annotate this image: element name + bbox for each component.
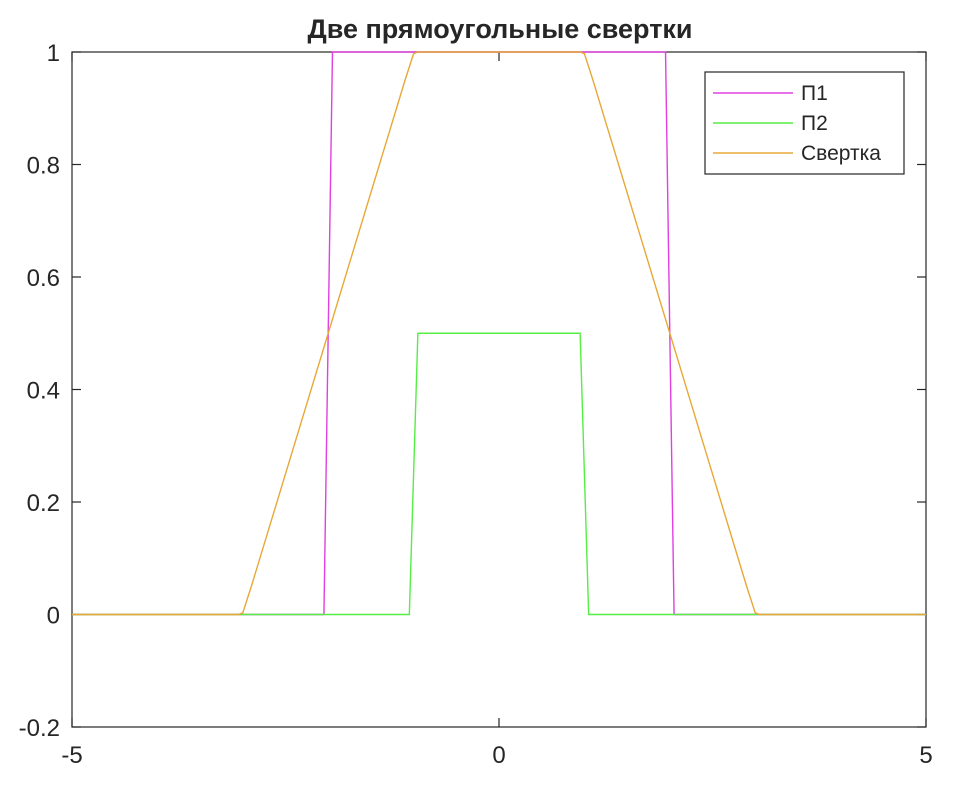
- series-line-2: [72, 332, 926, 616]
- legend-label: П2: [801, 112, 828, 135]
- series-layer: [72, 51, 926, 616]
- y-tick-label: -0.2: [19, 715, 60, 742]
- legend-label: Свертка: [801, 142, 881, 165]
- legend: П1 П2 Свертка: [704, 71, 905, 175]
- chart-title: Две прямоугольные свертки: [307, 14, 692, 44]
- x-tick-label: 5: [919, 742, 932, 769]
- legend-label: П1: [801, 82, 828, 105]
- axis-ticks: -5 0 5 -0.2 0 0.2 0.4 0.6 0.8 1: [19, 40, 933, 769]
- y-tick-label: 1: [47, 40, 60, 67]
- x-tick-label: 0: [492, 742, 505, 769]
- x-tick-label: -5: [61, 742, 82, 769]
- y-tick-label: 0.2: [27, 490, 60, 517]
- y-tick-label: 0.4: [27, 378, 60, 405]
- y-tick-label: 0.8: [27, 153, 60, 180]
- y-tick-label: 0: [47, 603, 60, 630]
- y-tick-label: 0.6: [27, 265, 60, 292]
- series-line-3: [72, 51, 926, 616]
